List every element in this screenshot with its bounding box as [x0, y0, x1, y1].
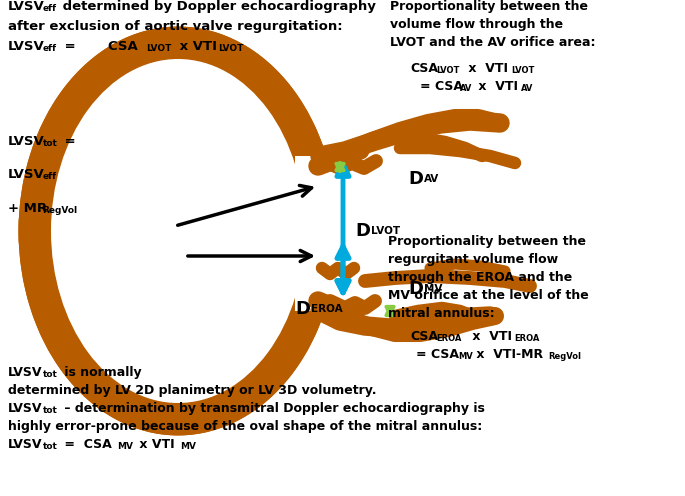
- Text: LVSV: LVSV: [8, 438, 42, 451]
- Text: D: D: [408, 280, 423, 298]
- Text: CSA: CSA: [410, 330, 438, 343]
- Text: x  VTI-MR: x VTI-MR: [472, 348, 543, 361]
- Text: tot: tot: [43, 406, 58, 415]
- Text: LVOT: LVOT: [146, 44, 171, 53]
- Text: = CSA: = CSA: [416, 348, 459, 361]
- Text: x VTI: x VTI: [135, 438, 175, 451]
- Text: LVSV: LVSV: [8, 40, 45, 53]
- Text: volume flow through the: volume flow through the: [390, 18, 563, 31]
- Text: x  VTI: x VTI: [468, 330, 512, 343]
- Text: LVOT: LVOT: [371, 226, 400, 236]
- Text: D: D: [295, 300, 310, 318]
- Text: x  VTI: x VTI: [474, 80, 518, 93]
- Text: AV: AV: [521, 84, 534, 93]
- Text: after exclusion of aortic valve regurgitation:: after exclusion of aortic valve regurgit…: [8, 20, 342, 33]
- Text: LVOT: LVOT: [511, 66, 534, 75]
- Text: regurgitant volume flow: regurgitant volume flow: [388, 253, 558, 266]
- Text: Proportionality between the: Proportionality between the: [390, 0, 588, 13]
- Text: LVSV: LVSV: [8, 402, 42, 415]
- Text: x VTI: x VTI: [175, 40, 217, 53]
- Text: MV orifice at the level of the: MV orifice at the level of the: [388, 289, 588, 302]
- Text: EROA: EROA: [514, 334, 539, 343]
- Text: highly error-prone because of the oval shape of the mitral annulus:: highly error-prone because of the oval s…: [8, 420, 482, 433]
- Text: AV: AV: [424, 174, 439, 184]
- Text: eff: eff: [43, 44, 57, 53]
- Text: LVSV: LVSV: [8, 135, 45, 148]
- Text: MV: MV: [424, 284, 443, 294]
- Ellipse shape: [52, 60, 304, 402]
- Text: eff: eff: [43, 4, 57, 13]
- Ellipse shape: [51, 59, 305, 403]
- Text: tot: tot: [43, 442, 58, 451]
- Text: through the EROA and the: through the EROA and the: [388, 271, 572, 284]
- Text: =: =: [60, 135, 75, 148]
- Text: is normally: is normally: [60, 366, 142, 379]
- Text: MV: MV: [180, 442, 196, 451]
- Text: D: D: [408, 170, 423, 188]
- Text: determined by LV 2D planimetry or LV 3D volumetry.: determined by LV 2D planimetry or LV 3D …: [8, 384, 377, 397]
- Text: D: D: [355, 222, 370, 240]
- Text: + MR: + MR: [8, 202, 47, 215]
- Text: LVSV: LVSV: [8, 168, 45, 181]
- Text: = CSA: = CSA: [420, 80, 463, 93]
- Text: EROA: EROA: [311, 304, 342, 314]
- Text: RegVol: RegVol: [42, 206, 77, 215]
- Text: determined by Doppler echocardiography: determined by Doppler echocardiography: [58, 0, 376, 13]
- Text: =       CSA: = CSA: [60, 40, 138, 53]
- Text: MV: MV: [117, 442, 133, 451]
- Text: eff: eff: [43, 172, 57, 181]
- Text: tot: tot: [43, 370, 58, 379]
- Text: MV: MV: [458, 352, 473, 361]
- Text: LVOT: LVOT: [218, 44, 243, 53]
- Bar: [295, 156, 395, 311]
- Text: LVSV: LVSV: [8, 0, 45, 13]
- Text: RegVol: RegVol: [548, 352, 581, 361]
- Text: LVSV: LVSV: [8, 366, 42, 379]
- Text: AV: AV: [460, 84, 473, 93]
- Text: Proportionality between the: Proportionality between the: [388, 235, 586, 248]
- Text: LVOT: LVOT: [436, 66, 460, 75]
- Text: – determination by transmitral Doppler echocardiography is: – determination by transmitral Doppler e…: [60, 402, 485, 415]
- Text: =  CSA: = CSA: [60, 438, 112, 451]
- Text: EROA: EROA: [436, 334, 462, 343]
- Text: mitral annulus:: mitral annulus:: [388, 307, 495, 320]
- Text: tot: tot: [43, 139, 58, 148]
- Text: LVOT and the AV orifice area:: LVOT and the AV orifice area:: [390, 36, 595, 49]
- Text: CSA: CSA: [410, 62, 438, 75]
- Text: x  VTI: x VTI: [464, 62, 508, 75]
